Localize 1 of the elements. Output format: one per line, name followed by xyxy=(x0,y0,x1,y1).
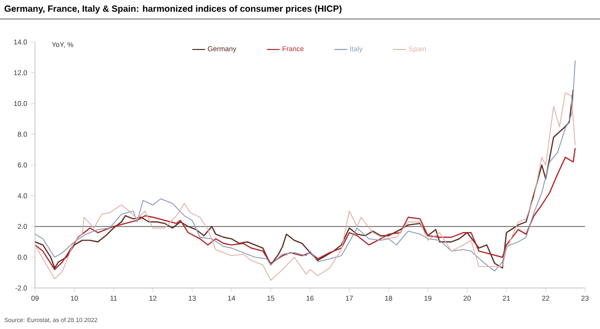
chart-title: Germany, France, Italy & Spain: harmonized indices of consumer prices (HICP) xyxy=(4,5,342,14)
